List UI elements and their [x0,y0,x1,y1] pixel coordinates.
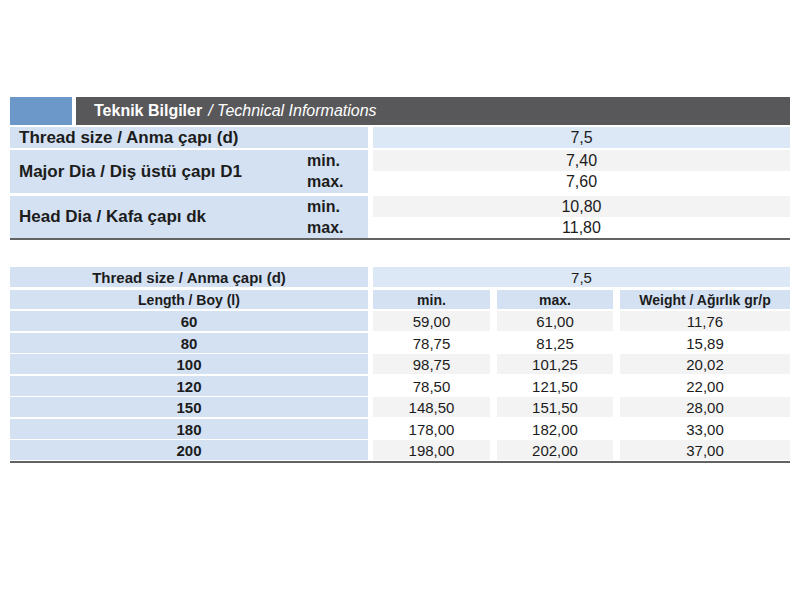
max-value: 202,00 [497,440,613,460]
spec-head-dia-label: Head Dia / Kafa çapı dk [19,196,206,238]
max-value: 101,25 [497,354,613,374]
spec-major-dia-max-label: max. [307,172,343,194]
spec-major-dia-min-value: 7,40 [373,150,790,171]
weight-value: 11,76 [620,311,790,331]
min-value: 78,50 [373,376,490,396]
min-value: 78,75 [373,333,490,353]
spec-major-dia-min-label: min. [307,150,343,172]
weight-value: 15,89 [620,333,790,353]
min-value: 98,75 [373,354,490,374]
column-header-min: min. [373,290,490,309]
max-value: 81,25 [497,333,613,353]
section-title-turkish: Teknik Bilgiler [94,102,202,120]
length-value: 200 [10,440,368,460]
length-value: 180 [10,419,368,439]
table-row: 180 178,00 182,00 33,00 [10,419,790,439]
length-table-thread-size-label: Thread size / Anma çapı (d) [10,267,368,287]
max-value: 61,00 [497,311,613,331]
spec-head-dia-label-cell: Head Dia / Kafa çapı dk min. max. [10,196,368,238]
length-value: 120 [10,376,368,396]
max-value: 151,50 [497,397,613,417]
spec-major-dia-max-value: 7,60 [373,171,790,193]
max-value: 121,50 [497,376,613,396]
section-title-bar: Teknik Bilgiler / Technical Informations [76,97,790,125]
spec-major-dia-label: Major Dia / Diş üstü çapı D1 [19,150,242,193]
column-header-max: max. [497,290,613,309]
length-table-thread-size-value: 7,5 [373,267,790,287]
length-value: 60 [10,311,368,331]
min-value: 148,50 [373,397,490,417]
spec-head-dia-max-value: 11,80 [373,217,790,238]
weight-value: 28,00 [620,397,790,417]
table-row: 100 98,75 101,25 20,02 [10,354,790,374]
length-value: 80 [10,333,368,353]
table-row: 60 59,00 61,00 11,76 [10,311,790,331]
max-value: 182,00 [497,419,613,439]
spec-head-dia-min-value: 10,80 [373,196,790,217]
spec-head-dia-max-label: max. [307,217,343,238]
weight-value: 33,00 [620,419,790,439]
weight-value: 37,00 [620,440,790,460]
length-table-bottom-rule [10,461,790,463]
spec-table-bottom-rule [10,238,790,240]
table-row: 150 148,50 151,50 28,00 [10,397,790,417]
table-row: 120 78,50 121,50 22,00 [10,376,790,396]
accent-box [10,97,72,125]
min-value: 178,00 [373,419,490,439]
length-value: 100 [10,354,368,374]
min-value: 59,00 [373,311,490,331]
weight-value: 20,02 [620,354,790,374]
spec-major-dia-minmax-labels: min. max. [307,150,343,193]
column-header-length: Length / Boy (l) [10,290,368,309]
column-header-weight: Weight / Ağırlık gr/p [620,290,790,309]
spec-sheet-page: Teknik Bilgiler / Technical Informations… [0,0,800,600]
table-row: 200 198,00 202,00 37,00 [10,440,790,460]
section-title-english: / Technical Informations [208,102,376,120]
length-value: 150 [10,397,368,417]
table-row: 80 78,75 81,25 15,89 [10,333,790,353]
spec-thread-size-label: Thread size / Anma çapı (d) [10,127,368,148]
spec-head-dia-min-label: min. [307,196,343,217]
min-value: 198,00 [373,440,490,460]
spec-thread-size-value: 7,5 [373,127,790,148]
weight-value: 22,00 [620,376,790,396]
spec-head-dia-minmax-labels: min. max. [307,196,343,238]
spec-major-dia-label-cell: Major Dia / Diş üstü çapı D1 min. max. [10,150,368,193]
length-table-header-row: Length / Boy (l) min. max. Weight / Ağır… [10,290,790,309]
